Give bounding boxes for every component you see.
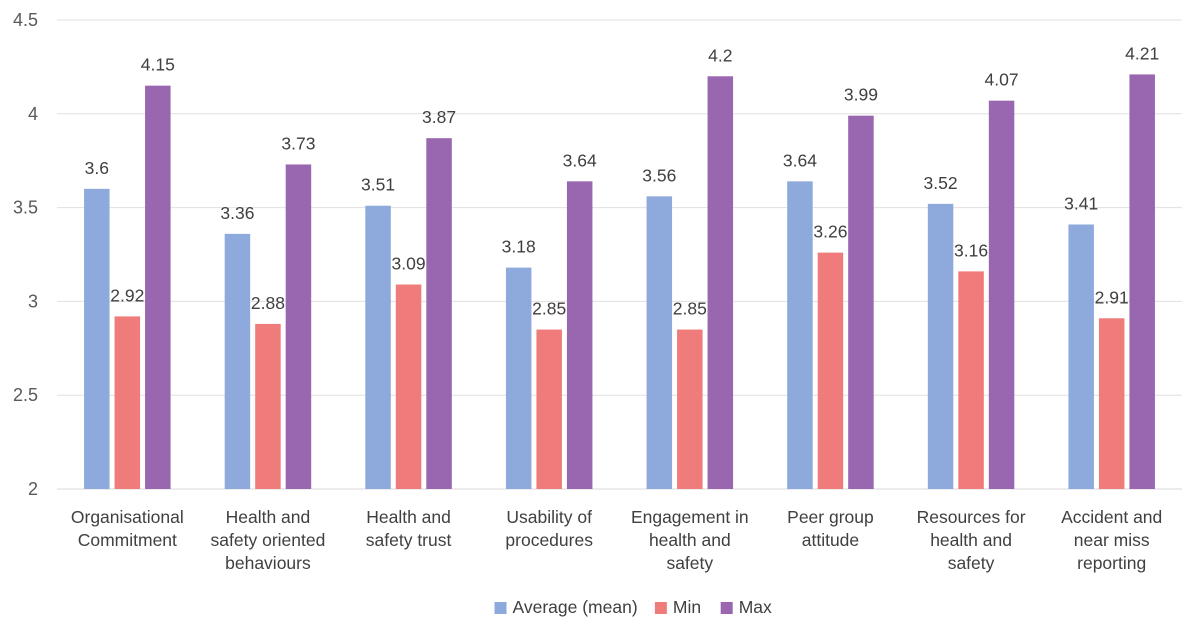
data-label: 3.41 [1064,193,1098,213]
data-label: 3.99 [844,85,878,105]
bar [1068,224,1094,489]
data-label: 3.16 [954,240,988,260]
data-label: 3.64 [563,150,597,170]
x-category-label: Peer group attitude [787,507,874,550]
bar [787,181,813,489]
bar [566,181,593,489]
data-label: 3.51 [361,175,395,195]
bar [426,138,452,490]
data-label: 3.26 [813,222,847,242]
bar [988,100,1015,489]
x-category-label: Engagement in health and safety [631,507,749,573]
bar [848,115,874,490]
y-tick-label: 2 [28,479,38,499]
data-label: 2.92 [110,285,144,305]
bar [1129,74,1155,490]
data-label: 3.36 [220,203,254,223]
data-label: 3.18 [502,237,536,257]
x-category-label: Health and safety oriented behaviours [211,507,326,573]
y-axis-ticks: 2 2.5 3 3.5 4 4.5 [13,10,38,499]
y-tick-label: 3.5 [13,198,38,218]
legend-swatch [654,602,667,614]
data-labels: 3.6 3.36 3.51 3.18 3.56 3.64 3.52 3.41 2.92 2.88 3… [85,43,1160,318]
y-tick-label: 4 [28,104,38,124]
legend: Average (mean) Min Max [494,597,772,617]
data-label: 4.15 [141,55,175,75]
data-label: 2.91 [1095,287,1129,307]
legend-label: Min [673,597,701,617]
data-label: 3.09 [392,254,426,274]
legend-swatch [494,602,507,614]
bar [927,203,954,489]
x-category-label: Accident and near miss reporting [1061,507,1162,573]
bar [255,323,281,489]
y-tick-label: 2.5 [13,385,38,405]
data-label: 4.2 [708,45,732,65]
data-label: 2.88 [251,293,285,313]
legend-label: Average (mean) [513,597,638,617]
x-category-label: Organisational Commitment [71,507,184,550]
data-label: 3.87 [422,107,456,127]
bar [224,233,251,489]
bar [536,329,562,489]
x-axis-categories: Organisational Commitment Health and safety… [71,507,1162,573]
bar [707,76,734,489]
bar [505,267,532,489]
data-label: 2.85 [532,299,566,319]
bar [285,164,312,489]
x-category-label: Usability of procedures [505,507,593,550]
bar [84,188,110,489]
data-label: 3.56 [642,165,676,185]
bars [84,74,1155,490]
x-category-label: Health and safety trust [366,507,452,550]
bar [145,85,171,489]
data-label: 3.73 [281,133,315,153]
bar [365,205,391,489]
bar [677,329,703,489]
y-tick-label: 3 [28,291,38,311]
data-label: 4.21 [1125,43,1159,63]
bar [114,316,141,489]
data-label: 3.64 [783,150,817,170]
data-label: 3.52 [924,173,958,193]
legend-label: Max [739,597,772,617]
bar [958,271,984,489]
bar [817,252,844,489]
data-label: 2.85 [673,299,707,319]
data-label: 4.07 [985,70,1019,90]
y-tick-label: 4.5 [13,10,38,30]
data-label: 3.6 [85,158,109,178]
x-category-label: Resources for health and safety [917,507,1026,573]
bar [1098,318,1125,489]
legend-swatch [720,602,733,614]
bar [395,284,422,489]
bar [646,196,673,489]
